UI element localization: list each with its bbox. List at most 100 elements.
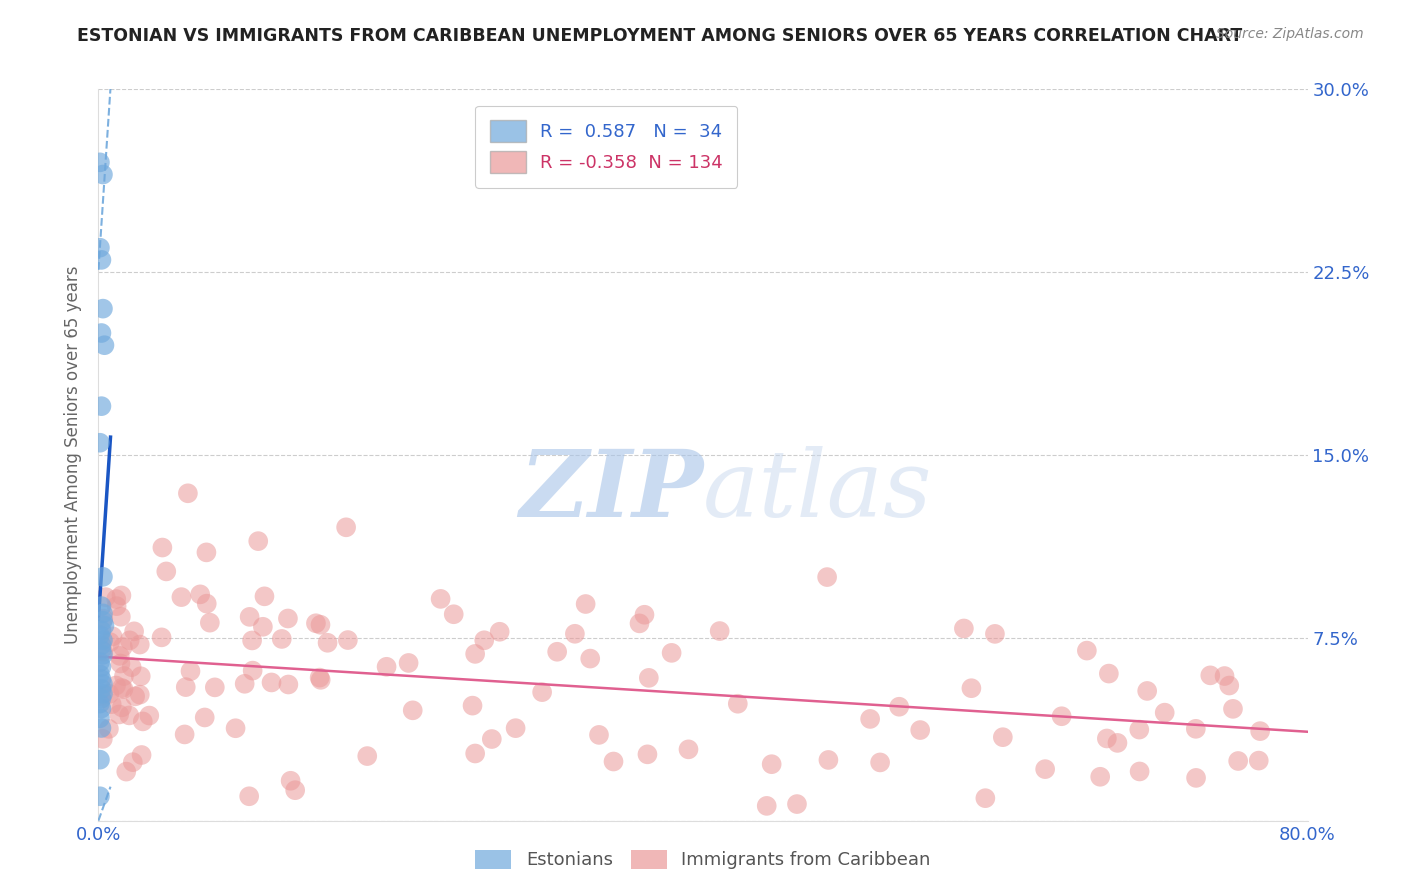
Point [97, 722, 120, 736]
Point [105, 592, 128, 607]
Point [90, 599, 112, 613]
Point [336, 633, 359, 648]
Point [89, 753, 111, 767]
Point [90, 624, 112, 638]
Point [637, 671, 659, 685]
Point [91, 687, 114, 701]
Point [588, 728, 610, 742]
Point [636, 747, 658, 762]
Point [105, 599, 128, 614]
Point [104, 679, 127, 693]
Point [93, 618, 115, 632]
Point [953, 622, 976, 636]
Point [1213, 669, 1236, 683]
Text: ESTONIAN VS IMMIGRANTS FROM CARIBBEAN UNEMPLOYMENT AMONG SENIORS OVER 65 YEARS C: ESTONIAN VS IMMIGRANTS FROM CARIBBEAN UN… [77, 27, 1243, 45]
Point [91, 612, 114, 626]
Point [252, 620, 274, 634]
Point [108, 707, 131, 722]
Point [991, 730, 1014, 744]
Point [661, 646, 683, 660]
Point [90, 252, 112, 267]
Point [1136, 684, 1159, 698]
Point [1218, 679, 1240, 693]
Point [131, 747, 153, 762]
Point [91, 731, 114, 746]
Point [1128, 723, 1150, 737]
Point [398, 656, 420, 670]
Point [786, 797, 808, 811]
Point [1050, 709, 1073, 723]
Text: Source: ZipAtlas.com: Source: ZipAtlas.com [1216, 27, 1364, 41]
Point [90, 660, 112, 674]
Point [129, 669, 152, 683]
Point [277, 611, 299, 625]
Point [91, 607, 114, 621]
Point [1185, 722, 1208, 736]
Point [108, 648, 131, 663]
Point [375, 660, 398, 674]
Point [709, 624, 731, 638]
Point [155, 565, 177, 579]
Point [124, 690, 146, 704]
Point [356, 749, 378, 764]
Point [280, 773, 302, 788]
Point [138, 708, 160, 723]
Point [112, 669, 135, 683]
Point [277, 677, 299, 691]
Point [225, 721, 247, 735]
Point [1185, 771, 1208, 785]
Point [1033, 762, 1056, 776]
Point [90, 643, 112, 657]
Point [564, 627, 586, 641]
Point [464, 647, 486, 661]
Point [90, 638, 112, 652]
Legend: Estonians, Immigrants from Caribbean: Estonians, Immigrants from Caribbean [467, 841, 939, 879]
Point [727, 697, 749, 711]
Point [128, 688, 150, 702]
Point [309, 673, 332, 687]
Point [1088, 770, 1111, 784]
Point [111, 700, 134, 714]
Point [121, 660, 143, 674]
Point [889, 699, 911, 714]
Point [429, 591, 451, 606]
Point [233, 677, 256, 691]
Point [98, 635, 121, 649]
Point [91, 614, 114, 628]
Point [89, 435, 111, 450]
Point [110, 589, 132, 603]
Point [101, 629, 124, 643]
Point [90, 689, 112, 703]
Point [1095, 731, 1118, 746]
Point [90, 399, 112, 413]
Point [89, 711, 111, 725]
Point [177, 486, 200, 500]
Point [472, 633, 495, 648]
Point [195, 545, 218, 559]
Point [111, 640, 134, 654]
Point [89, 667, 111, 681]
Point [112, 682, 135, 697]
Point [132, 714, 155, 729]
Point [488, 624, 510, 639]
Point [308, 671, 330, 685]
Point [100, 697, 122, 711]
Point [443, 607, 465, 622]
Point [461, 698, 484, 713]
Point [974, 791, 997, 805]
Point [173, 727, 195, 741]
Point [110, 609, 132, 624]
Point [90, 691, 112, 706]
Point [91, 301, 114, 316]
Point [815, 570, 838, 584]
Point [89, 789, 111, 804]
Point [1227, 754, 1250, 768]
Point [305, 616, 328, 631]
Point [602, 755, 624, 769]
Point [121, 755, 143, 769]
Point [253, 590, 276, 604]
Point [91, 645, 114, 659]
Point [817, 753, 839, 767]
Point [115, 764, 138, 779]
Point [402, 703, 425, 717]
